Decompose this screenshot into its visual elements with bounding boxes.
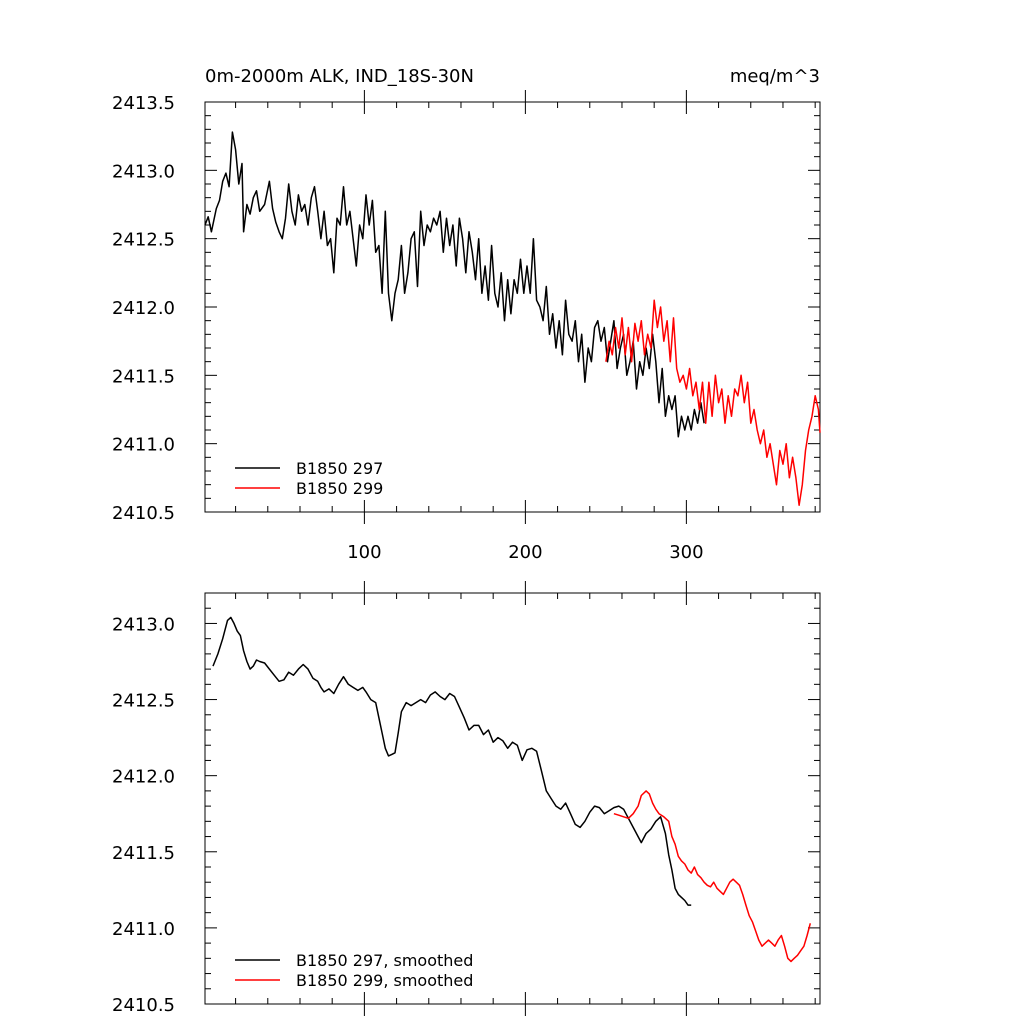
top-xtick-label: 300 [669, 542, 703, 563]
top-ytick-label: 2412.5 [112, 230, 175, 251]
top-legend-label-0: B1850 297 [296, 459, 383, 478]
bottom-legend-label-1: B1850 299, smoothed [296, 971, 473, 990]
top-xtick-label: 100 [347, 542, 381, 563]
top-series-line-0 [204, 131, 705, 438]
units-label: meq/m^3 [730, 66, 820, 87]
bottom-ytick-label: 2413.0 [112, 614, 175, 635]
bottom-plot-frame [204, 592, 821, 1005]
top-panel: 2410.5 2411.0 2411.5 2412.0 2412.5 2413.0 2413… [112, 90, 821, 563]
bottom-ytick-label: 2412.0 [112, 767, 175, 788]
top-ytick-label: 2411.5 [112, 366, 175, 387]
top-ytick-label: 2410.5 [112, 503, 175, 524]
bottom-series-line-0 [212, 616, 692, 906]
bottom-ytick-label: 2411.0 [112, 919, 175, 940]
top-xtick-label: 200 [508, 542, 542, 563]
top-series-line-1 [605, 299, 821, 506]
top-ytick-label: 2411.0 [112, 435, 175, 456]
bottom-ytick-label: 2412.5 [112, 691, 175, 712]
top-ytick-label: 2412.0 [112, 298, 175, 319]
chart-title: 0m-2000m ALK, IND_18S-30N [205, 66, 474, 87]
bottom-legend-label-0: B1850 297, smoothed [296, 951, 473, 970]
bottom-panel: 2410.5 2411.0 2411.5 2412.0 2412.5 2413.0 B185… [112, 581, 821, 1016]
top-ytick-label: 2413.5 [112, 93, 175, 114]
top-plot-frame [204, 101, 821, 513]
bottom-series-line-1 [613, 790, 812, 963]
top-legend-label-1: B1850 299 [296, 479, 383, 498]
bottom-ytick-label: 2410.5 [112, 995, 175, 1016]
top-ytick-label: 2413.0 [112, 161, 175, 182]
bottom-ytick-label: 2411.5 [112, 843, 175, 864]
